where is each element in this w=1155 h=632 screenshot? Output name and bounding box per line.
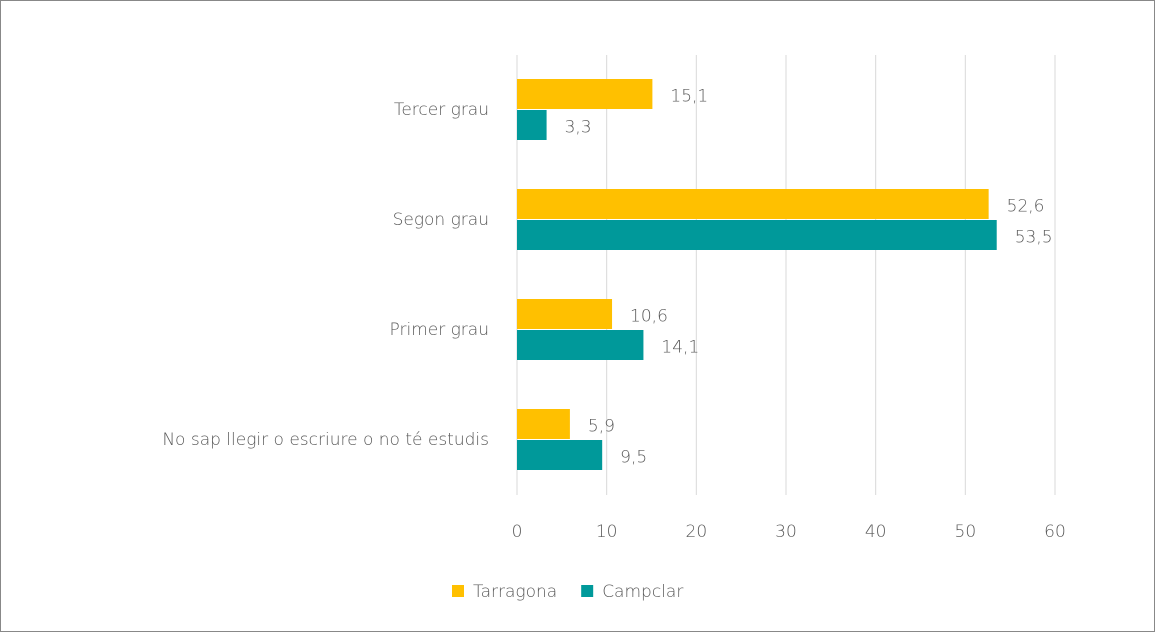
legend-label: Tarragona [473, 582, 557, 602]
bar [517, 110, 547, 140]
y-tick-label: Tercer grau [394, 100, 489, 120]
y-tick-label: Primer grau [390, 320, 489, 340]
bar [517, 220, 997, 250]
x-tick-label: 20 [686, 522, 708, 542]
data-label: 53,5 [1015, 228, 1053, 248]
x-tick-label: 30 [775, 522, 797, 542]
x-tick-label: 60 [1044, 522, 1066, 542]
x-tick-label: 10 [596, 522, 618, 542]
legend-label: Campclar [602, 582, 683, 602]
data-label: 5,9 [588, 417, 615, 437]
data-label: 10,6 [630, 307, 668, 327]
data-label: 3,3 [565, 118, 592, 138]
y-tick-label: Segon grau [393, 210, 489, 230]
data-label: 14,1 [661, 338, 699, 358]
x-tick-label: 40 [865, 522, 887, 542]
legend-swatch [581, 585, 594, 597]
bar [517, 299, 613, 329]
bar [517, 79, 653, 109]
data-label: 15,1 [670, 87, 708, 107]
bar [517, 409, 570, 439]
bar [517, 330, 644, 360]
data-label: 9,5 [620, 448, 647, 468]
bar [517, 189, 989, 219]
data-label: 52,6 [1007, 197, 1045, 217]
bar [517, 440, 603, 470]
y-tick-label: No sap llegir o escriure o no té estudis [162, 430, 489, 450]
legend-swatch [452, 585, 464, 597]
x-tick-label: 0 [512, 522, 523, 542]
x-tick-label: 50 [955, 522, 977, 542]
